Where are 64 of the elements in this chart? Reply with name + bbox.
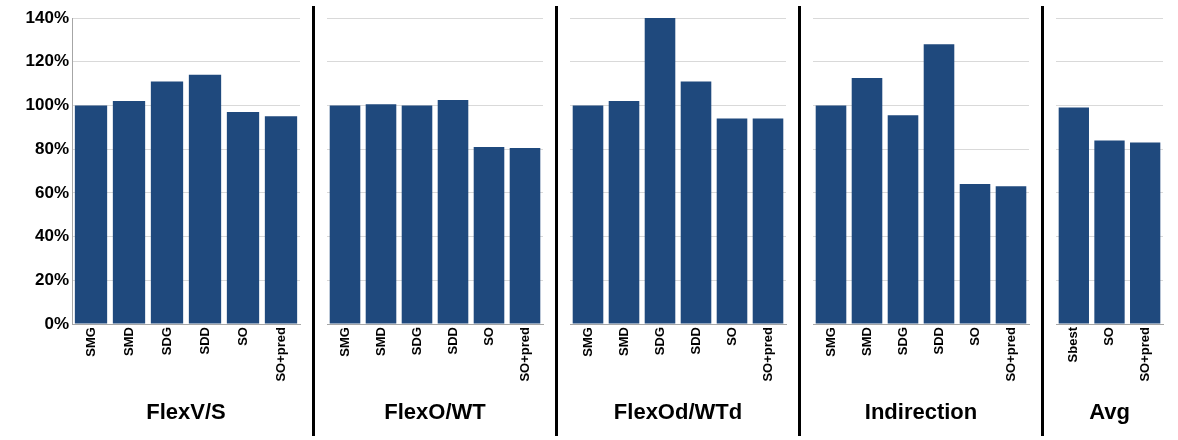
y-tick-label: 80% <box>34 138 69 158</box>
x-tick-label: SMG <box>336 327 352 357</box>
bar <box>959 184 991 324</box>
x-tick-label: SO <box>234 327 250 346</box>
x-tick-label: SMG <box>579 327 595 357</box>
y-tick-label: 0% <box>44 313 69 333</box>
x-axis-title: FlexV/S <box>146 398 226 424</box>
bar <box>815 105 847 324</box>
bar <box>644 18 676 324</box>
bar <box>923 44 955 324</box>
x-tick-label: SDD <box>196 327 212 355</box>
bar <box>264 116 298 324</box>
x-tick-label: SDG <box>894 327 910 356</box>
x-tick-label: SMG <box>82 327 98 357</box>
x-axis-title: Avg <box>1089 398 1130 424</box>
bar <box>401 105 433 324</box>
x-tick-label: SO+pred <box>1002 326 1018 382</box>
bar <box>572 105 604 324</box>
x-tick-label: SO+pred <box>516 326 532 382</box>
bar <box>716 118 748 324</box>
bar <box>74 105 108 324</box>
bar <box>752 118 784 324</box>
x-tick-label: SMD <box>372 327 388 356</box>
x-tick-label: SDG <box>651 327 667 356</box>
bar <box>509 148 541 324</box>
bar <box>995 186 1027 324</box>
bar <box>112 101 146 324</box>
x-tick-label: SMD <box>858 327 874 356</box>
x-tick-label: SMD <box>615 327 631 356</box>
bar <box>188 74 222 324</box>
x-tick-label: SDD <box>444 327 460 355</box>
bar <box>851 78 883 324</box>
x-axis-title: FlexO/WT <box>384 398 487 424</box>
x-tick-label: SDD <box>930 327 946 355</box>
x-tick-label: SMD <box>120 327 136 356</box>
x-tick-label: SO <box>1101 327 1117 346</box>
bar <box>608 101 640 324</box>
x-axis-title: FlexOd/WTd <box>613 398 743 424</box>
y-tick-label: 60% <box>34 182 69 202</box>
y-tick-label: 120% <box>25 51 69 71</box>
bar <box>473 146 505 324</box>
y-tick-label: 140% <box>25 7 69 27</box>
x-tick-label: SDG <box>158 327 174 356</box>
bar <box>329 105 361 324</box>
x-tick-label: SO <box>966 327 982 346</box>
y-tick-label: 40% <box>34 226 69 246</box>
bar <box>226 111 260 324</box>
x-tick-label: SMG <box>822 327 838 357</box>
y-tick-label: 20% <box>34 269 69 289</box>
x-tick-label: SDD <box>687 327 703 355</box>
bar <box>887 115 919 324</box>
x-tick-label: SO <box>723 327 739 346</box>
x-tick-label: SDG <box>408 327 424 356</box>
x-tick-label: SO <box>480 327 496 346</box>
x-tick-label: SO+pred <box>1136 326 1152 382</box>
x-tick-label: SO+pred <box>759 326 775 382</box>
bar <box>680 81 712 324</box>
x-tick-label: Sbest <box>1065 326 1081 363</box>
bar <box>365 104 397 324</box>
bar <box>150 81 184 324</box>
y-tick-label: 100% <box>25 95 69 115</box>
x-tick-label: SO+pred <box>272 326 288 382</box>
x-axis-title: Indirection <box>864 398 978 424</box>
bar <box>437 99 469 324</box>
